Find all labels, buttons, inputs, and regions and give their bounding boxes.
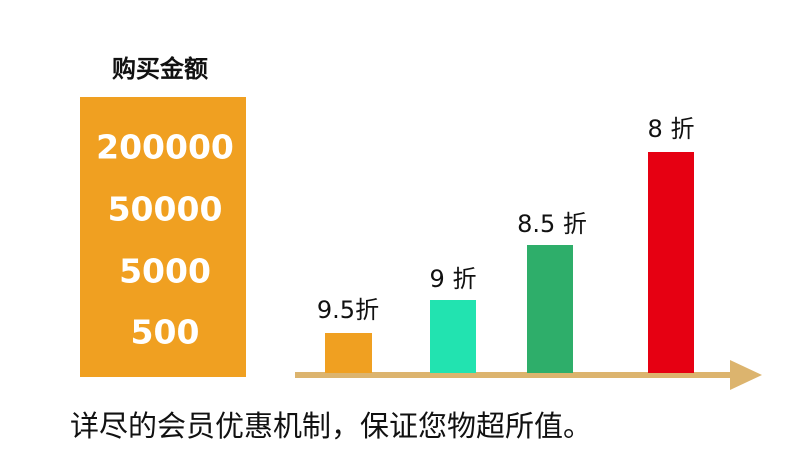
amount: 5000 bbox=[119, 252, 211, 291]
tier-bar bbox=[648, 152, 694, 373]
amount: 200000 bbox=[96, 128, 234, 167]
title: 购买金额 bbox=[112, 55, 208, 83]
tier-label: 9 折 bbox=[430, 265, 477, 293]
caption: 详尽的会员优惠机制，保证您物超所值。 bbox=[70, 409, 592, 443]
axis-arrow-head bbox=[730, 360, 762, 390]
tier-bar bbox=[527, 245, 573, 373]
amount-panel bbox=[80, 97, 246, 377]
tier-label: 9.5折 bbox=[317, 296, 379, 324]
amount: 50000 bbox=[108, 190, 223, 229]
tier-label: 8.5 折 bbox=[517, 210, 587, 238]
amount: 500 bbox=[131, 313, 200, 352]
tier-bar bbox=[325, 333, 372, 373]
tier-bar bbox=[430, 300, 476, 373]
tier-label: 8 折 bbox=[648, 115, 695, 143]
